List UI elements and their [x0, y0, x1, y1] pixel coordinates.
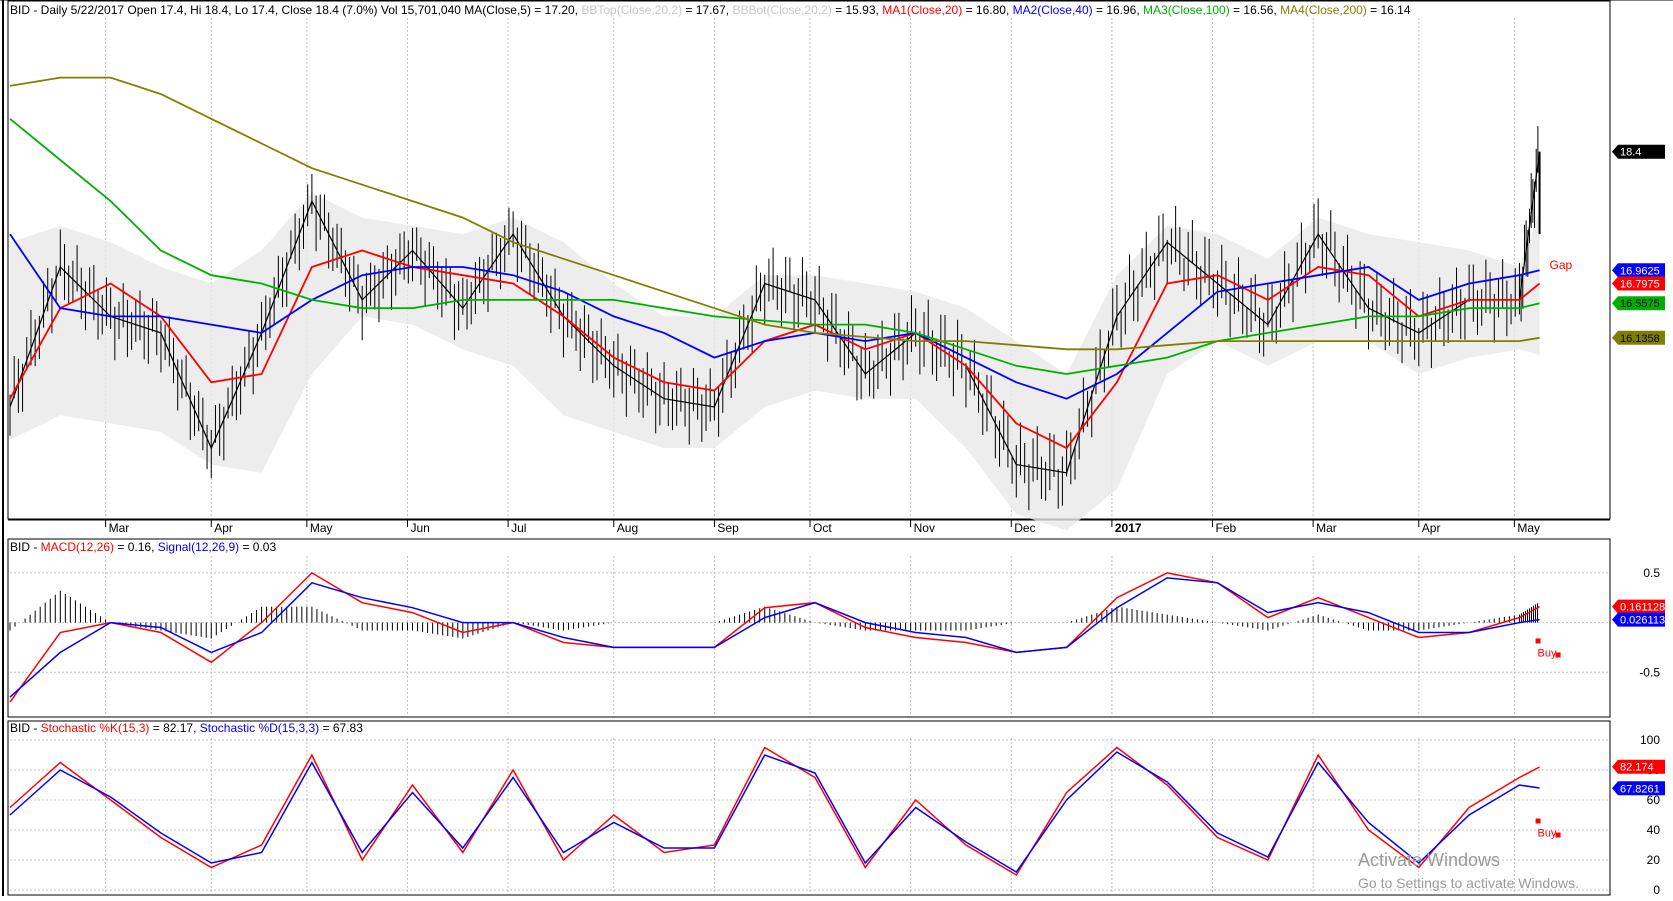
series-line-macd-12-26 — [9, 571, 1540, 703]
macd-panel-frame — [7, 538, 1611, 718]
header-segment: Stochastic %K(15,3) — [40, 721, 150, 735]
x-tick-label: Oct — [813, 521, 832, 535]
header-segment: = 0.16, — [114, 540, 158, 554]
stoch-value-tag: 82.174 — [1612, 759, 1665, 774]
x-tick-label: Jul — [511, 521, 526, 535]
y-tick-label: 40 — [1647, 823, 1661, 837]
header-segment: MA3(Close,100) — [1143, 3, 1230, 17]
header-segment: BID - Daily 5/22/2017 Open 17.4, Hi 18.4… — [10, 3, 582, 17]
x-tick-label: Sep — [717, 521, 739, 535]
macd-panel-header: BID - MACD(12,26) = 0.16, Signal(12,26,9… — [10, 540, 276, 554]
x-tick-label: May — [1517, 521, 1540, 535]
header-segment: = 82.17, — [149, 721, 200, 735]
price-panel-frame — [7, 0, 1611, 520]
header-segment: MA4(Close,200) — [1280, 3, 1367, 17]
activate-windows-subtitle: Go to Settings to activate Windows. — [1358, 875, 1579, 891]
gap-label: Gap — [1550, 258, 1573, 272]
y-tick-label: 20 — [1647, 853, 1661, 867]
header-segment: Stochastic %D(15,3,3) — [199, 721, 320, 735]
header-segment: = 0.03 — [239, 540, 277, 554]
macd-value-tag-bg — [1612, 599, 1665, 614]
y-tick-label: -0.5 — [1639, 665, 1660, 679]
stoch-value-tag-bg — [1612, 759, 1665, 774]
price-value-tag-bg — [1612, 263, 1665, 278]
series-line-signal-12-26-9 — [9, 577, 1540, 698]
price-value-tag-bg — [1612, 330, 1665, 345]
stoch-value-tag: 67.8261 — [1612, 781, 1665, 796]
series-line-ma4-close-200 — [9, 76, 1540, 351]
macd-value-tag: 0.026113 — [1612, 612, 1665, 627]
header-segment: = 16.56, — [1229, 3, 1281, 17]
x-tick-label: Jun — [410, 521, 429, 535]
stoch-value-tag-bg — [1612, 781, 1665, 796]
y-tick-label: 100 — [1640, 733, 1660, 747]
x-tick-label: Feb — [1216, 521, 1237, 535]
stoch-buy-marker-a — [1535, 818, 1541, 824]
stoch-value-tag-label: 67.8261 — [1620, 783, 1660, 795]
header-segment: MACD(12,26) — [40, 540, 115, 554]
price-value-tag-bg — [1612, 296, 1665, 311]
x-tick-label: May — [310, 521, 333, 535]
price-value-tag: 16.9625 — [1612, 263, 1665, 278]
x-tick-label: Mar — [1316, 521, 1337, 535]
price-value-tag: 18.4 — [1612, 144, 1665, 159]
x-tick-label: Apr — [214, 521, 233, 535]
macd-value-tag-bg — [1612, 612, 1665, 627]
header-segment: MA1(Close,20) — [882, 3, 963, 17]
macd-value-tag-label: 0.026113 — [1620, 615, 1665, 627]
series-line-close — [9, 151, 1541, 474]
macd-buy-marker-b — [1555, 652, 1561, 658]
price-value-tag-label: 16.1358 — [1620, 333, 1660, 345]
y-tick-label: 0 — [1653, 883, 1660, 896]
bollinger-band-fill — [10, 192, 1540, 531]
y-tick-label: 60 — [1647, 793, 1661, 807]
header-segment: = 67.83 — [319, 721, 363, 735]
price-value-tag: 16.7975 — [1612, 276, 1665, 291]
stoch-buy-marker-b — [1555, 832, 1561, 838]
header-segment: = 16.96, — [1092, 3, 1144, 17]
price-panel-header: BID - Daily 5/22/2017 Open 17.4, Hi 18.4… — [10, 3, 1411, 17]
price-value-tag: 16.5575 — [1612, 296, 1665, 311]
stoch-panel-frame — [7, 720, 1611, 896]
price-value-tag-bg — [1612, 276, 1665, 291]
stoch-value-tag-label: 82.174 — [1620, 762, 1654, 774]
header-segment: Signal(12,26,9) — [157, 540, 240, 554]
x-tick-label: Dec — [1014, 521, 1035, 535]
y-tick-label: 0.5 — [1643, 566, 1660, 580]
series-line-ma1-close-20 — [9, 249, 1541, 450]
x-tick-label: Aug — [617, 521, 638, 535]
macd-buy-label: Buy — [1538, 647, 1557, 659]
x-tick-label: Nov — [914, 521, 935, 535]
price-value-tag-label: 16.7975 — [1620, 278, 1660, 290]
price-value-tag-label: 16.5575 — [1620, 298, 1660, 310]
header-segment: BBBot(Close,20,2) — [732, 3, 832, 17]
series-line-ma3-close-100 — [9, 118, 1540, 375]
header-segment: BBTop(Close,20,2) — [581, 3, 683, 17]
price-value-tag-bg — [1612, 144, 1665, 159]
x-tick-label: Apr — [1422, 521, 1441, 535]
price-value-tag-label: 18.4 — [1620, 147, 1641, 159]
macd-value-tag: 0.161128 — [1612, 599, 1665, 614]
x-tick-label: 2017 — [1115, 521, 1142, 535]
macd-buy-marker-a — [1535, 638, 1541, 644]
series-line-ma2-close-40 — [9, 233, 1540, 400]
stoch-buy-label: Buy — [1538, 828, 1557, 840]
x-tick-label: Mar — [109, 521, 130, 535]
macd-value-tag-label: 0.161128 — [1620, 602, 1665, 614]
header-segment: = 17.67, — [682, 3, 733, 17]
header-segment: BID - — [10, 721, 41, 735]
header-segment: = 15.93, — [831, 3, 883, 17]
stochastic-panel-header: BID - Stochastic %K(15,3) = 82.17, Stoch… — [10, 721, 363, 735]
header-segment: = 16.14 — [1366, 3, 1411, 17]
series-line-stochastic-k-15-3 — [9, 746, 1540, 877]
activate-windows-title: Activate Windows — [1358, 850, 1501, 870]
series-line-stochastic-d-15-3-3 — [9, 751, 1540, 874]
header-segment: MA2(Close,40) — [1012, 3, 1093, 17]
price-value-tag: 16.1358 — [1612, 330, 1665, 345]
price-value-tag-label: 16.9625 — [1620, 265, 1660, 277]
header-segment: BID - — [10, 540, 41, 554]
header-segment: = 16.80, — [962, 3, 1013, 17]
